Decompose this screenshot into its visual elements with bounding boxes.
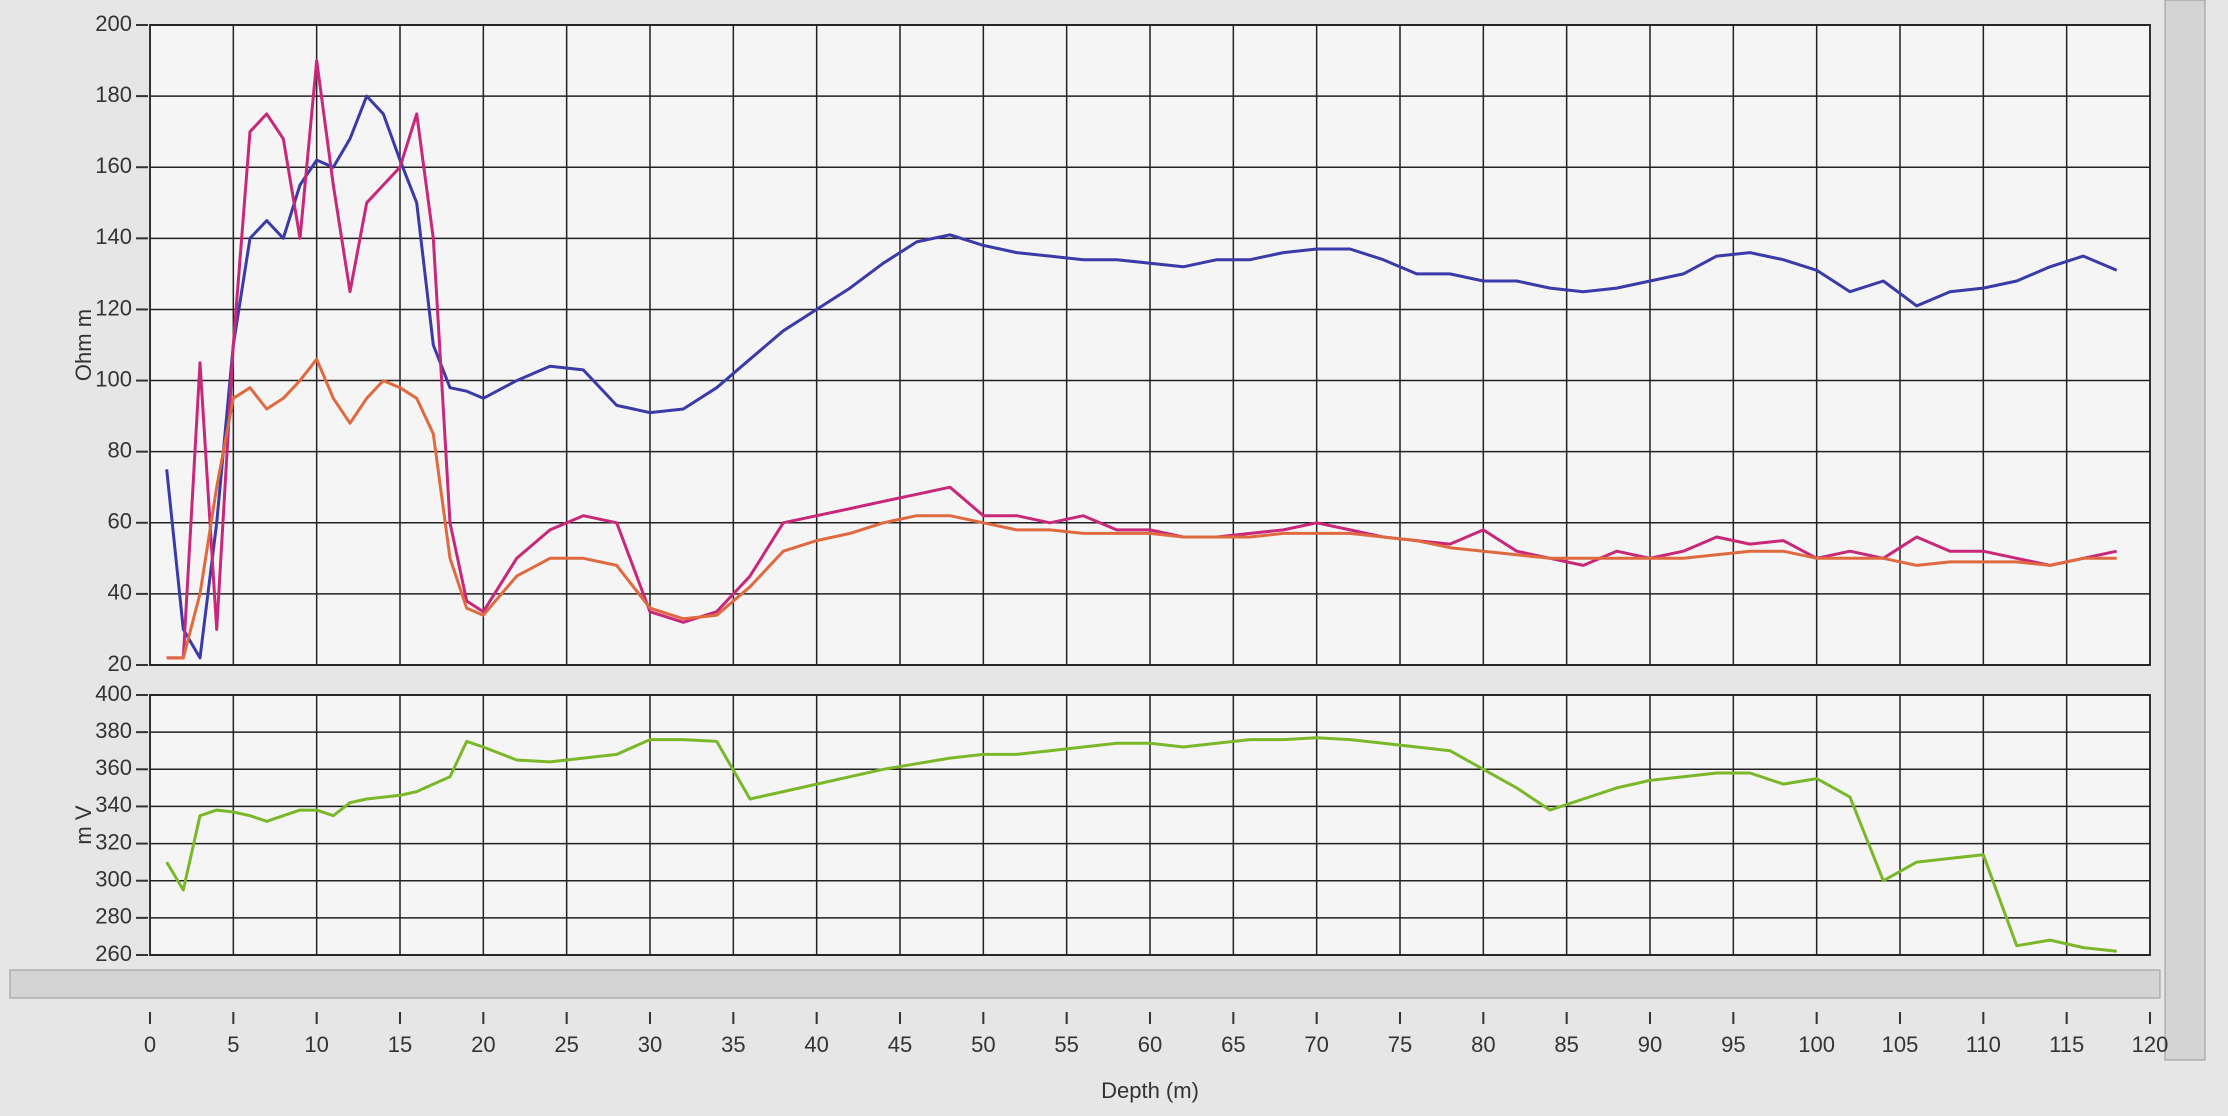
x-tick-label: 115 (2049, 1032, 2084, 1057)
x-tick-label: 50 (971, 1032, 995, 1057)
x-tick-label: 30 (638, 1032, 662, 1057)
y-tick-label: 300 (95, 867, 132, 892)
y-tick-label: 180 (95, 82, 132, 107)
y-tick-label: 380 (95, 718, 132, 743)
series-line (166, 59, 2118, 660)
x-tick-label: 20 (471, 1032, 495, 1057)
y-tick-label: 140 (95, 224, 132, 249)
x-tick-label: 25 (554, 1032, 578, 1057)
x-tick-label: 90 (1638, 1032, 1662, 1057)
x-tick-label: 85 (1554, 1032, 1578, 1057)
x-tick-label: 95 (1721, 1032, 1745, 1057)
x-tick-label: 0 (144, 1032, 156, 1057)
series-line (165, 94, 2118, 660)
y-tick-label: 320 (95, 829, 132, 854)
x-tick-label: 70 (1304, 1032, 1328, 1057)
x-tick-label: 10 (304, 1032, 328, 1057)
y-axis-label: m V (71, 805, 96, 844)
x-tick-label: 65 (1221, 1032, 1245, 1057)
y-tick-label: 60 (108, 509, 132, 534)
y-tick-label: 160 (95, 153, 132, 178)
x-tick-label: 45 (888, 1032, 912, 1057)
y-tick-label: 120 (95, 295, 132, 320)
x-tick-label: 110 (1966, 1032, 2001, 1057)
y-tick-label: 80 (108, 437, 132, 462)
vertical-scrollbar[interactable] (2164, 0, 2206, 1061)
y-tick-label: 20 (108, 651, 132, 676)
x-tick-label: 15 (388, 1032, 412, 1057)
x-tick-label: 35 (721, 1032, 745, 1057)
x-tick-label: 105 (1882, 1032, 1919, 1057)
y-tick-label: 100 (95, 366, 132, 391)
x-tick-label: 55 (1054, 1032, 1078, 1057)
x-tick-label: 120 (2132, 1032, 2169, 1057)
x-tick-label: 5 (227, 1032, 239, 1057)
y-tick-label: 400 (95, 681, 132, 706)
y-tick-label: 280 (95, 904, 132, 929)
x-tick-label: 60 (1138, 1032, 1162, 1057)
series-line (165, 736, 2117, 953)
x-tick-label: 75 (1388, 1032, 1412, 1057)
y-tick-label: 200 (95, 11, 132, 36)
series-line (166, 357, 2117, 660)
y-axis-label: Ohm m (71, 309, 96, 381)
y-tick-label: 360 (95, 755, 132, 780)
x-tick-label: 100 (1798, 1032, 1835, 1057)
x-tick-label: 40 (804, 1032, 828, 1057)
horizontal-scrollbar[interactable] (9, 969, 2161, 999)
y-tick-label: 340 (95, 792, 132, 817)
y-tick-label: 260 (95, 941, 132, 966)
x-tick-label: 80 (1471, 1032, 1495, 1057)
y-tick-label: 40 (108, 580, 132, 605)
x-axis-label: Depth (m) (1101, 1078, 1199, 1103)
